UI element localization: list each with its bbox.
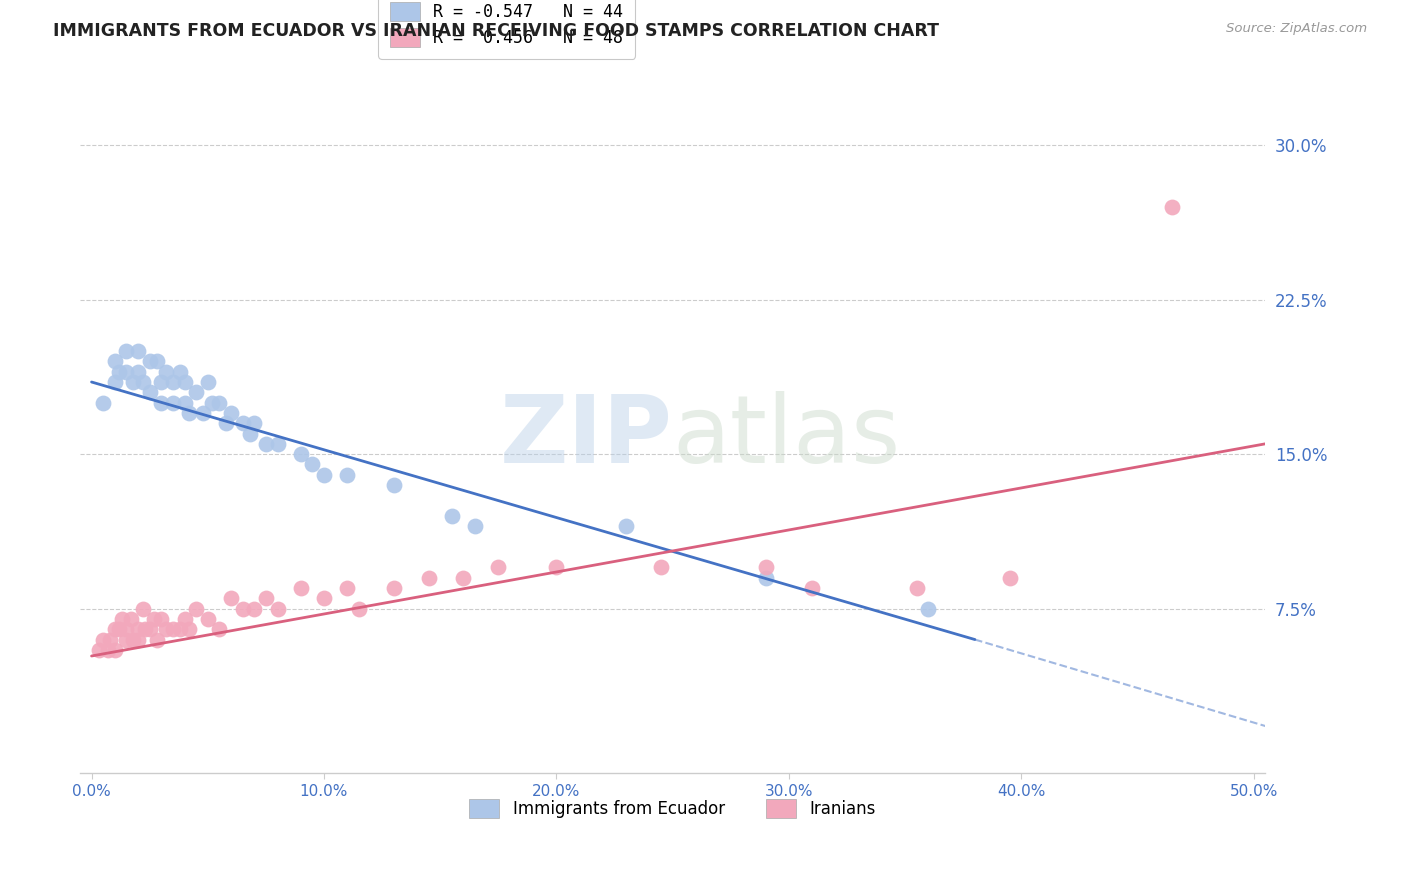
Point (87, 643, 110, 657)
Point (186, 601, 208, 615)
Point (312, 591, 335, 606)
Point (290, 447, 312, 461)
Point (169, 365, 191, 379)
Point (150, 612, 173, 626)
Point (162, 375, 184, 389)
Point (138, 622, 160, 636)
Point (614, 519, 637, 533)
Point (145, 632, 167, 647)
Point (115, 344, 138, 359)
Point (127, 344, 149, 359)
Point (169, 622, 191, 636)
Point (138, 354, 160, 368)
Point (115, 622, 138, 636)
Point (91, 395, 114, 409)
Point (266, 437, 288, 451)
Point (173, 395, 195, 409)
Point (134, 622, 156, 636)
Point (111, 612, 134, 626)
Point (464, 519, 486, 533)
Point (312, 467, 335, 482)
Point (162, 622, 184, 636)
Point (243, 416, 266, 430)
Point (104, 375, 127, 389)
Point (150, 375, 173, 389)
Point (219, 406, 242, 420)
Point (801, 581, 824, 595)
Point (104, 622, 127, 636)
Point (197, 375, 219, 389)
Point (162, 395, 184, 409)
Point (122, 632, 145, 647)
Point (290, 581, 312, 595)
Point (143, 612, 166, 626)
Point (336, 467, 359, 482)
Point (382, 478, 405, 492)
Point (232, 416, 254, 430)
Point (186, 385, 208, 400)
Point (347, 601, 370, 615)
Point (131, 601, 153, 615)
Point (179, 406, 201, 420)
Point (254, 437, 277, 451)
Point (115, 365, 138, 379)
Point (440, 508, 463, 523)
Point (150, 395, 173, 409)
Point (97, 643, 120, 657)
Point (201, 395, 224, 409)
Point (108, 365, 131, 379)
Point (998, 571, 1021, 585)
Point (122, 375, 145, 389)
Text: Source: ZipAtlas.com: Source: ZipAtlas.com (1226, 22, 1367, 36)
Point (197, 612, 219, 626)
Point (266, 601, 288, 615)
Point (917, 601, 939, 615)
Point (127, 632, 149, 647)
Point (301, 458, 323, 472)
Point (127, 622, 149, 636)
Point (131, 375, 153, 389)
Point (905, 581, 928, 595)
Point (755, 560, 778, 574)
Legend: Immigrants from Ecuador, Iranians: Immigrants from Ecuador, Iranians (463, 792, 883, 824)
Point (239, 426, 262, 441)
Point (91, 632, 114, 647)
Point (145, 354, 167, 368)
Point (453, 571, 475, 585)
Point (104, 354, 127, 368)
Text: atlas: atlas (672, 392, 901, 483)
Point (418, 571, 440, 585)
Point (1161, 200, 1184, 214)
Point (215, 416, 238, 430)
Text: ZIP: ZIP (499, 392, 672, 483)
Point (208, 395, 231, 409)
Point (219, 591, 242, 606)
Point (120, 612, 142, 626)
Point (155, 365, 177, 379)
Point (108, 622, 131, 636)
Point (115, 632, 138, 647)
Point (138, 385, 160, 400)
Point (127, 365, 149, 379)
Point (179, 622, 201, 636)
Point (254, 591, 277, 606)
Point (232, 601, 254, 615)
Point (486, 560, 509, 574)
Point (650, 560, 672, 574)
Point (208, 622, 231, 636)
Point (243, 601, 266, 615)
Point (336, 581, 359, 595)
Point (98, 632, 121, 647)
Point (755, 571, 778, 585)
Text: IMMIGRANTS FROM ECUADOR VS IRANIAN RECEIVING FOOD STAMPS CORRELATION CHART: IMMIGRANTS FROM ECUADOR VS IRANIAN RECEI… (53, 22, 939, 40)
Point (104, 643, 127, 657)
Point (382, 581, 405, 595)
Point (173, 375, 195, 389)
Point (546, 560, 568, 574)
Point (173, 612, 195, 626)
Point (155, 622, 177, 636)
Point (191, 406, 214, 420)
